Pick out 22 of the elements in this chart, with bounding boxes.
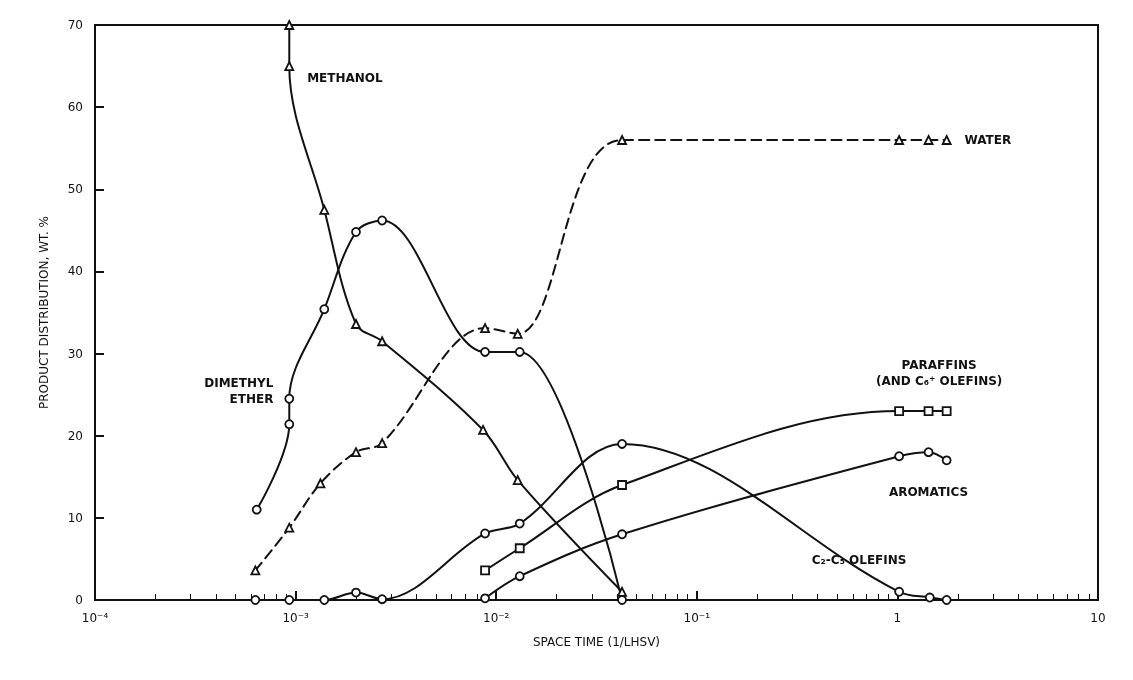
y-tick-label: 30 — [67, 346, 83, 361]
x-tick-label: 10⁻³ — [282, 611, 309, 625]
x-tick-label: 10⁻⁴ — [81, 611, 109, 625]
x-tick-label: 10⁻² — [482, 611, 510, 625]
x-tick-label: 10⁻¹ — [683, 611, 711, 625]
y-tick-label: 40 — [67, 264, 83, 279]
y-axis-title: PRODUCT DISTRIBUTION, WT. % — [37, 216, 51, 409]
series-label: METHANOL — [307, 71, 384, 86]
text: AROMATICS — [888, 485, 969, 500]
y-tick-label: 0 — [75, 593, 83, 607]
series-label: C₂-C₅ OLEFINS — [811, 552, 907, 567]
x-tick-label: 1 — [893, 611, 902, 625]
y-tick-label: 70 — [67, 18, 83, 32]
x-axis-title: SPACE TIME (1/LHSV) — [532, 635, 661, 649]
series-label: DIMETHYL ETHER — [204, 375, 274, 406]
y-tick-label: 10 — [67, 510, 83, 525]
y-tick-label: 60 — [67, 100, 83, 115]
y-tick-label: 20 — [67, 428, 83, 443]
x-tick-label: 10 — [1090, 611, 1106, 625]
series-label: WATER — [964, 133, 1012, 147]
y-tick-label: 50 — [67, 182, 83, 197]
series-label: PARAFFINS (AND C₆⁺ OLEFINS) — [875, 358, 1003, 389]
